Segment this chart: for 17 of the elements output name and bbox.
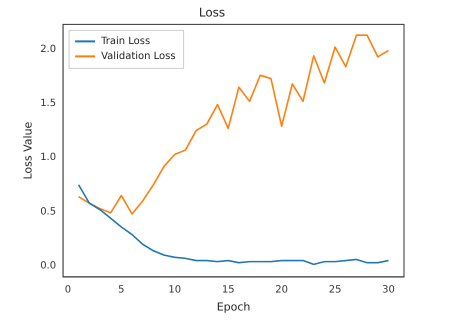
x-tick-label: 0 — [64, 284, 72, 296]
y-axis-title: Loss Value — [21, 121, 34, 180]
y-tick-label: 0.0 — [40, 260, 56, 272]
legend-label: Validation Loss — [101, 50, 176, 62]
x-tick-label: 10 — [168, 284, 182, 296]
x-tick-label: 30 — [382, 284, 395, 296]
x-tick-label: 25 — [328, 284, 342, 296]
x-tick-label: 15 — [222, 284, 235, 296]
y-tick-label: 1.5 — [40, 98, 56, 110]
x-tick-label: 20 — [275, 284, 288, 296]
y-tick-label: 1.0 — [40, 152, 56, 164]
x-axis-title: Epoch — [216, 300, 250, 314]
x-tick-label: 5 — [118, 284, 125, 296]
chart-title: Loss — [198, 5, 226, 20]
legend-label: Train Loss — [100, 36, 150, 47]
y-tick-label: 2.0 — [40, 44, 56, 55]
y-tick-label: 0.5 — [40, 206, 56, 218]
